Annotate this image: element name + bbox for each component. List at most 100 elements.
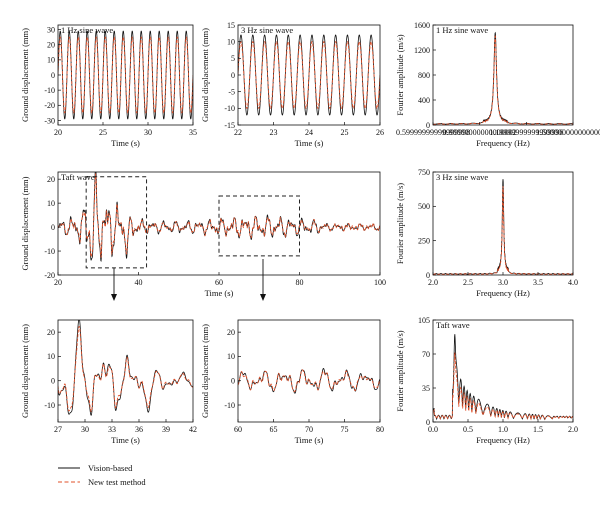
plot-frame [57, 319, 194, 423]
x-tick-label: 2.0 [568, 425, 578, 434]
panel-taft-zoom-60-80: 60 65 70 75 80 -10 0 10 20 Time (s) Ground displac… [200, 319, 384, 445]
y-tick-label: -15 [224, 121, 235, 130]
series-line-new-test-method [58, 325, 193, 413]
x-tick-label: 80 [296, 278, 304, 287]
y-tick-label: 10 [47, 56, 55, 65]
y-axis-label: Fourier amplitude (m/s) [395, 330, 405, 411]
legend-label-new-test-method: New test method [88, 477, 146, 487]
y-tick-label: 20 [47, 40, 55, 49]
x-tick-label: 60 [215, 278, 223, 287]
series-line-new-test-method [238, 369, 380, 393]
y-axis-label: Ground displacement (mm) [200, 28, 210, 122]
x-tick-label: 80 [376, 425, 384, 434]
y-axis-label: Fourier amplitude (m/s) [395, 183, 405, 264]
x-tick-label: 0.5 [463, 425, 473, 434]
y-tick-label: 500 [418, 202, 430, 211]
y-tick-label: 70 [422, 350, 430, 359]
x-tick-label: 2.0 [428, 278, 438, 287]
y-tick-label: 10 [47, 199, 55, 208]
y-tick-label: 0 [426, 418, 430, 427]
y-axis-label: Fourier amplitude (m/s) [395, 34, 405, 115]
y-tick-label: 15 [227, 21, 235, 30]
series-line-vision-based [58, 320, 193, 416]
y-axis-label: Ground displacement (mm) [20, 324, 30, 418]
y-tick-label: 10 [47, 352, 55, 361]
y-tick-label: 0 [51, 377, 55, 386]
x-tick-label: 42 [189, 425, 197, 434]
y-tick-label: 20 [47, 328, 55, 337]
series-line-vision-based [58, 172, 380, 262]
series-line-new-test-method [433, 186, 573, 275]
x-tick-label: 60 [234, 425, 242, 434]
y-tick-label: 0 [426, 121, 430, 130]
y-tick-label: 10 [227, 37, 235, 46]
y-tick-label: 0 [51, 71, 55, 80]
x-tick-label: 1.50000000000000000 [536, 128, 600, 137]
x-tick-label: 100 [374, 278, 386, 287]
x-tick-label: 33 [108, 425, 116, 434]
panel-1hz-sine-time: 20 25 30 35 -30 -20 -10 0 10 20 30 Time (s) Ground d… [20, 24, 197, 148]
y-tick-label: 1200 [414, 46, 430, 55]
x-tick-label: 22 [234, 128, 242, 137]
series-line-new-test-method [58, 36, 193, 114]
panel-3hz-sine-time: 22 23 24 25 26 -15 -10 -5 0 5 10 15 Time (s) Ground d… [200, 21, 384, 148]
y-tick-label: 1600 [414, 21, 430, 30]
x-tick-label: 1.19999999999999996 [489, 128, 563, 137]
y-tick-label: 35 [422, 384, 430, 393]
y-tick-label: 400 [418, 96, 430, 105]
zoom-arrow-right-head [260, 294, 266, 301]
panel-title: Taft wave [436, 320, 470, 330]
x-tick-label: 27 [54, 425, 62, 434]
y-tick-label: 20 [47, 175, 55, 184]
y-tick-label: -20 [44, 101, 55, 110]
x-tick-label: 2.5 [463, 278, 473, 287]
x-tick-label: 1.5 [533, 425, 543, 434]
y-tick-label: 20 [227, 328, 235, 337]
series-line-new-test-method [238, 41, 380, 109]
x-tick-label: 25 [99, 128, 107, 137]
x-tick-label: 70 [305, 425, 313, 434]
x-tick-label: 20 [54, 278, 62, 287]
x-tick-label: 40 [135, 278, 143, 287]
x-tick-label: 1.0 [498, 425, 508, 434]
y-tick-label: -10 [224, 401, 235, 410]
panel-title: 3 Hz sine wave [241, 25, 293, 35]
y-tick-label: -20 [44, 271, 55, 280]
y-axis-label: Ground displacement (mm) [20, 28, 30, 122]
y-tick-label: -10 [44, 401, 55, 410]
panel-title: Taft wave [61, 172, 95, 182]
x-axis-label: Time (s) [111, 138, 140, 148]
y-tick-label: 800 [418, 71, 430, 80]
x-tick-label: 3.5 [533, 278, 543, 287]
y-tick-label: -10 [224, 104, 235, 113]
x-tick-label: 20 [54, 128, 62, 137]
x-tick-label: 36 [135, 425, 143, 434]
y-axis-label: Ground displacement (mm) [200, 324, 210, 418]
panel-title: 3 Hz sine wave [436, 172, 488, 182]
x-tick-label: 26 [376, 128, 384, 137]
x-tick-label: 30 [81, 425, 89, 434]
y-tick-label: 0 [231, 71, 235, 80]
zoom-arrows [111, 259, 266, 301]
series-line-new-test-method [58, 173, 380, 258]
y-tick-label: 5 [231, 54, 235, 63]
y-tick-label: 750 [418, 168, 430, 177]
x-axis-label: Time (s) [295, 138, 324, 148]
x-tick-label: 0.90000000000000002 [443, 128, 517, 137]
x-axis-label: Time (s) [111, 435, 140, 445]
x-tick-label: 23 [270, 128, 278, 137]
y-tick-label: 10 [227, 352, 235, 361]
legend: Vision-based New test method [58, 463, 146, 487]
x-axis-label: Frequency (Hz) [476, 288, 530, 298]
y-tick-label: 0 [231, 377, 235, 386]
x-tick-label: 25 [341, 128, 349, 137]
x-tick-label: 35 [189, 128, 197, 137]
y-tick-label: -10 [44, 86, 55, 95]
legend-label-vision-based: Vision-based [88, 463, 133, 473]
x-tick-label: 0.59999999999999998 [396, 128, 470, 137]
series-line-new-test-method [433, 34, 573, 125]
x-tick-label: 39 [162, 425, 170, 434]
x-tick-label: 24 [305, 128, 313, 137]
panel-1hz-sine-fourier: 0.599999999999999980.900000000000000021.… [395, 21, 600, 148]
